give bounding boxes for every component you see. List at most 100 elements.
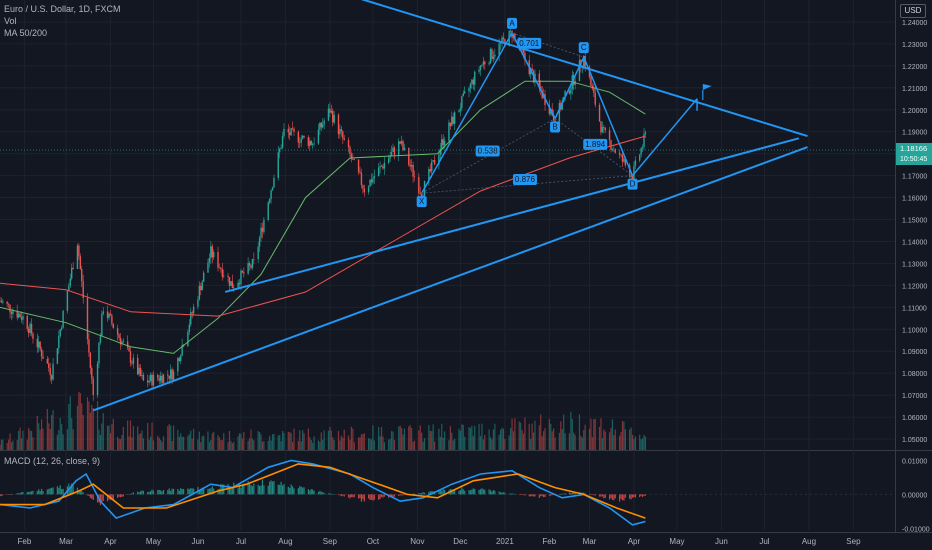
macd-histogram-bar (332, 493, 334, 495)
macd-histogram-bar (644, 494, 647, 496)
volume-bar (598, 426, 601, 450)
volume-bar (423, 438, 426, 450)
time-tick-label: Nov (410, 537, 424, 546)
volume-bar (267, 440, 269, 450)
macd-histogram-bar (2, 494, 4, 496)
macd-histogram-bar (583, 492, 585, 495)
volume-bar (32, 437, 34, 450)
macd-histogram-bar (390, 494, 393, 497)
symbol-legend[interactable]: Euro / U.S. Dollar, 1D, FXCM (4, 4, 121, 14)
macd-histogram-bar (271, 481, 274, 495)
volume-legend[interactable]: Vol (4, 16, 17, 26)
candle-body (400, 141, 403, 144)
volume-bar (12, 440, 14, 450)
volume-bar (614, 429, 616, 450)
macd-histogram-bar (343, 494, 345, 497)
candle-body (277, 152, 279, 178)
candle-body (429, 169, 431, 172)
volume-bar (362, 434, 364, 450)
candle-body (498, 43, 500, 55)
candle-body (399, 141, 401, 144)
macd-histogram-bar (484, 489, 486, 495)
pattern-point-label-box (578, 42, 589, 54)
volume-bar (240, 433, 242, 450)
macd-histogram-bar (372, 494, 374, 501)
volume-bar (461, 424, 463, 450)
volume-bar (610, 427, 612, 450)
currency-selector[interactable]: USD (900, 4, 926, 18)
volume-bar (422, 441, 424, 450)
volume-bar (129, 420, 132, 450)
macd-histogram-bar (550, 494, 552, 496)
candle-body (502, 37, 505, 40)
volume-bar (177, 430, 179, 450)
chart-drawings[interactable]: X A B C D 0.538 0.701 1.894 0.876 (0, 0, 895, 412)
macd-histogram-bar (201, 487, 203, 495)
macd-histogram-bar (349, 494, 351, 499)
moving-averages (0, 80, 646, 354)
candle-body (624, 159, 627, 166)
candle-body (171, 369, 173, 380)
candle-body (131, 362, 133, 364)
price-tick-label: 1.20000 (902, 108, 927, 115)
volume-bar (111, 424, 113, 450)
ma-legend[interactable]: MA 50/200 (4, 28, 48, 38)
candle-body (12, 311, 14, 314)
volume-bar (187, 435, 189, 450)
macd-histogram-bar (378, 494, 380, 500)
candle-body (468, 88, 470, 92)
candle-body (451, 116, 453, 126)
macd-legend[interactable]: MACD (12, 26, close, 9) (4, 456, 101, 466)
volume-bar (561, 428, 563, 450)
volume-bar (337, 430, 340, 450)
macd-histogram-bar (320, 491, 322, 495)
volume-bar (444, 431, 446, 450)
candle-body (393, 147, 396, 155)
candle-body (211, 246, 213, 258)
candle-body (630, 175, 632, 177)
volume-bar (540, 414, 542, 450)
volume-bar (528, 423, 530, 450)
price-tick-label: 1.12000 (902, 283, 927, 290)
macd-histogram-bar (213, 488, 215, 495)
trendline-support-1 (224, 137, 800, 293)
volume-bar (213, 431, 215, 450)
volume-bar (502, 428, 505, 450)
macd-histogram-bar (119, 494, 122, 498)
macd-histogram-bar (369, 494, 371, 501)
macd-histogram-bar (431, 491, 433, 495)
macd-histogram-bar (111, 494, 113, 500)
candle-body (484, 61, 486, 65)
volume-bar (372, 425, 374, 450)
volume-bar (81, 403, 83, 450)
ratio-label: 1.894 (585, 140, 606, 149)
volume-bar (171, 441, 173, 450)
candle-body (118, 334, 120, 338)
volume-bar (568, 433, 571, 450)
macd-histogram-bar (370, 494, 373, 500)
macd-histogram-bar (139, 491, 142, 495)
volume-bar (342, 437, 344, 450)
macd-histogram-bar (551, 494, 553, 496)
candle-body (419, 192, 421, 194)
volume-bar (91, 404, 93, 450)
time-tick-label: Dec (453, 537, 467, 546)
candle-body (56, 348, 59, 364)
volume-bar (401, 428, 403, 450)
ma200-line (0, 135, 646, 317)
candle-body (357, 159, 360, 172)
volume-bar (511, 418, 513, 450)
volume-bar (132, 426, 134, 450)
volume-bar (370, 439, 373, 450)
volume-bar (510, 428, 512, 450)
volume-bar (69, 396, 71, 450)
pattern-point-label: X (419, 197, 425, 206)
volume-bar (643, 434, 645, 450)
volume-bar (332, 437, 334, 450)
macd-histogram-bar (568, 492, 571, 495)
volume-bar (142, 438, 145, 450)
candle-body (644, 132, 647, 135)
macd-histogram-bar (401, 494, 403, 496)
candle-body (428, 169, 430, 181)
